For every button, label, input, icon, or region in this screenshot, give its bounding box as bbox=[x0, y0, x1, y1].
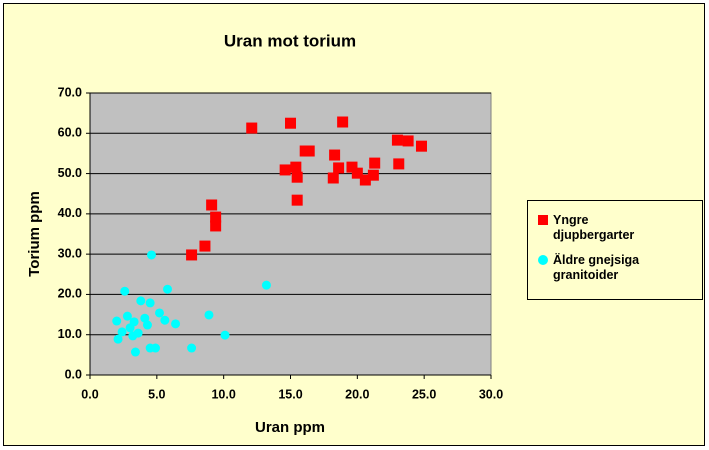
point bbox=[359, 174, 371, 186]
point bbox=[120, 286, 130, 296]
y-tick-label: 70.0 bbox=[58, 85, 82, 99]
point bbox=[329, 149, 341, 161]
point bbox=[199, 240, 211, 252]
point bbox=[163, 284, 173, 294]
point bbox=[130, 347, 140, 357]
chart-title: Uran mot torium bbox=[224, 31, 356, 50]
point bbox=[367, 169, 379, 181]
point bbox=[210, 211, 222, 223]
point bbox=[393, 158, 405, 170]
plot-area bbox=[89, 92, 492, 376]
point bbox=[113, 334, 123, 344]
point bbox=[122, 311, 132, 321]
point bbox=[327, 172, 339, 184]
x-tick-label: 0.0 bbox=[81, 387, 98, 401]
point bbox=[146, 250, 156, 260]
point bbox=[220, 330, 230, 340]
point bbox=[391, 134, 403, 146]
y-tick-label: 50.0 bbox=[58, 166, 82, 180]
y-tick-label: 60.0 bbox=[58, 126, 82, 140]
legend-item: Äldre gnejsiga granitoider bbox=[538, 253, 673, 283]
point bbox=[150, 343, 160, 353]
point bbox=[369, 157, 381, 169]
point bbox=[246, 122, 258, 134]
point bbox=[125, 323, 135, 333]
x-tick-label: 25.0 bbox=[412, 387, 436, 401]
point bbox=[351, 167, 363, 179]
point bbox=[402, 135, 414, 147]
point bbox=[346, 161, 358, 173]
point bbox=[171, 319, 181, 329]
y-tick-label: 20.0 bbox=[58, 287, 82, 301]
legend-label: Yngre djupbergarter bbox=[553, 213, 635, 242]
point bbox=[285, 117, 296, 129]
point bbox=[204, 310, 214, 320]
y-tick-label: 30.0 bbox=[58, 246, 82, 260]
x-axis-label: Uran ppm bbox=[255, 419, 325, 436]
point bbox=[140, 313, 150, 323]
x-tick-label: 5.0 bbox=[148, 387, 165, 401]
legend-label: Äldre gnejsiga granitoider bbox=[553, 253, 640, 282]
point bbox=[303, 145, 315, 157]
x-tick-label: 10.0 bbox=[211, 387, 235, 401]
point bbox=[290, 161, 302, 173]
legend: Yngre djupbergarter Äldre gnejsiga granit… bbox=[527, 200, 703, 300]
point bbox=[112, 316, 122, 326]
point bbox=[210, 220, 222, 232]
point bbox=[155, 308, 165, 318]
y-axis-label: Torium ppm bbox=[26, 191, 43, 277]
legend-item: Yngre djupbergarter bbox=[538, 213, 673, 243]
x-tick-label: 20.0 bbox=[345, 387, 369, 401]
point bbox=[337, 116, 349, 128]
point bbox=[291, 194, 303, 206]
y-tick-label: 0.0 bbox=[65, 367, 82, 381]
x-tick-label: 15.0 bbox=[278, 387, 302, 401]
point bbox=[333, 162, 345, 174]
y-tick-label: 10.0 bbox=[58, 327, 82, 341]
point bbox=[128, 331, 138, 341]
point bbox=[186, 249, 198, 261]
point bbox=[117, 327, 127, 337]
point bbox=[145, 298, 155, 308]
point bbox=[279, 164, 291, 176]
y-tick-label: 40.0 bbox=[58, 206, 82, 220]
point bbox=[206, 199, 218, 211]
legend-swatch bbox=[538, 255, 548, 265]
point bbox=[160, 315, 170, 325]
point bbox=[415, 140, 427, 152]
point bbox=[187, 343, 197, 353]
legend-swatch bbox=[538, 215, 548, 225]
x-tick-label: 30.0 bbox=[479, 387, 503, 401]
point bbox=[291, 171, 303, 183]
point bbox=[136, 296, 146, 306]
point bbox=[261, 280, 271, 290]
point bbox=[142, 320, 152, 330]
